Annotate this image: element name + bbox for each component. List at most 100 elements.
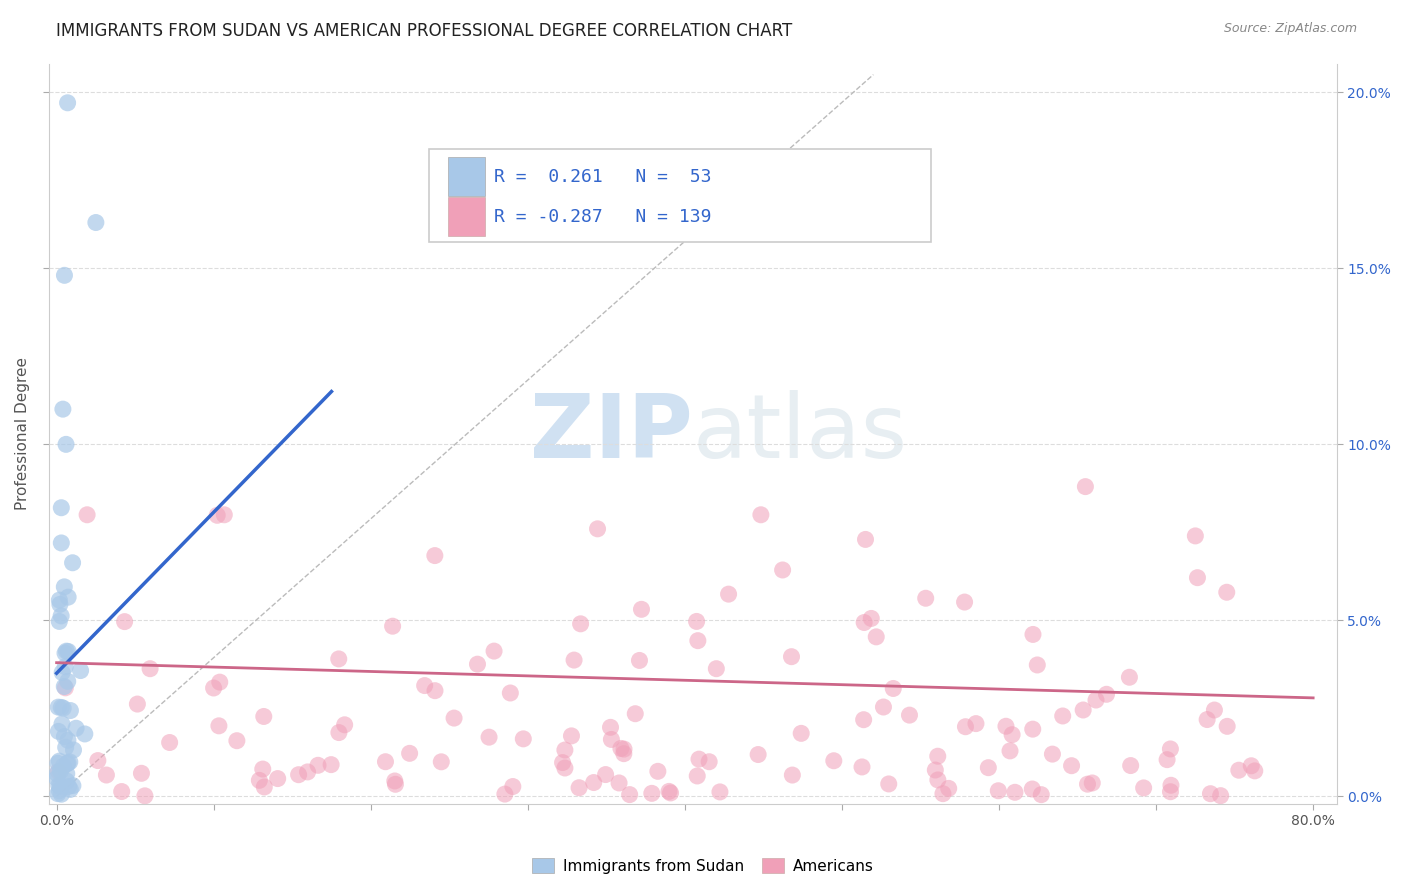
Point bbox=[685, 615, 707, 629]
Point bbox=[48, 593, 70, 607]
Point bbox=[56, 95, 79, 110]
Point bbox=[287, 767, 309, 781]
Point bbox=[998, 744, 1021, 758]
Point bbox=[610, 741, 633, 756]
Point bbox=[709, 785, 731, 799]
Point bbox=[790, 726, 813, 740]
Point bbox=[413, 679, 436, 693]
Point bbox=[955, 720, 977, 734]
Point bbox=[1199, 787, 1222, 801]
Point bbox=[56, 590, 79, 604]
Point bbox=[111, 784, 134, 798]
Point bbox=[927, 749, 949, 764]
Point bbox=[1022, 627, 1045, 641]
Point bbox=[932, 787, 955, 801]
Point bbox=[76, 508, 98, 522]
Point bbox=[202, 681, 225, 695]
Point bbox=[58, 644, 80, 658]
Point bbox=[49, 779, 72, 793]
Point bbox=[374, 755, 396, 769]
Point bbox=[69, 664, 91, 678]
Point bbox=[780, 649, 803, 664]
Point bbox=[53, 646, 76, 660]
Point bbox=[852, 713, 875, 727]
Point bbox=[56, 733, 79, 747]
Point bbox=[512, 731, 534, 746]
Point bbox=[127, 697, 149, 711]
Point bbox=[554, 743, 576, 757]
Point bbox=[159, 735, 181, 749]
Point bbox=[1160, 778, 1182, 792]
Point bbox=[423, 683, 446, 698]
Text: atlas: atlas bbox=[693, 391, 908, 477]
Point bbox=[1216, 719, 1239, 733]
Point bbox=[398, 747, 420, 761]
Text: R =  0.261   N =  53: R = 0.261 N = 53 bbox=[495, 168, 711, 186]
Point bbox=[865, 630, 887, 644]
Point bbox=[253, 709, 276, 723]
Legend: Immigrants from Sudan, Americans: Immigrants from Sudan, Americans bbox=[526, 852, 880, 880]
Point bbox=[749, 508, 772, 522]
Point bbox=[307, 758, 329, 772]
Point bbox=[938, 781, 960, 796]
Point bbox=[48, 615, 70, 629]
Point bbox=[1227, 763, 1250, 777]
Point bbox=[494, 787, 516, 801]
Point bbox=[59, 755, 82, 769]
Point bbox=[430, 755, 453, 769]
Point bbox=[62, 556, 84, 570]
Point bbox=[48, 724, 70, 739]
Point bbox=[914, 591, 936, 606]
Point bbox=[208, 675, 231, 690]
Point bbox=[52, 402, 75, 417]
Point bbox=[1085, 693, 1108, 707]
Point bbox=[658, 784, 681, 798]
Point bbox=[782, 768, 804, 782]
Point bbox=[55, 766, 77, 780]
Point bbox=[53, 580, 76, 594]
Point bbox=[1118, 670, 1140, 684]
Point bbox=[987, 783, 1010, 797]
Point bbox=[1074, 480, 1097, 494]
Point bbox=[1197, 713, 1219, 727]
Point bbox=[586, 522, 609, 536]
Point bbox=[56, 674, 79, 689]
Point bbox=[628, 653, 651, 667]
Point bbox=[554, 761, 576, 775]
Point bbox=[207, 508, 229, 523]
Point bbox=[49, 764, 72, 779]
Point bbox=[53, 659, 76, 673]
Point bbox=[851, 760, 873, 774]
Point bbox=[624, 706, 647, 721]
Point bbox=[51, 500, 73, 515]
Point bbox=[994, 719, 1017, 733]
Point bbox=[1004, 785, 1026, 799]
Point bbox=[697, 755, 720, 769]
Point bbox=[208, 719, 231, 733]
Point bbox=[73, 727, 96, 741]
Point bbox=[953, 595, 976, 609]
Point bbox=[266, 772, 288, 786]
Point bbox=[551, 756, 574, 770]
Point bbox=[46, 756, 69, 771]
Point bbox=[1156, 753, 1178, 767]
Point bbox=[62, 779, 84, 793]
Point bbox=[1001, 728, 1024, 742]
Point bbox=[48, 778, 70, 792]
Point bbox=[48, 754, 70, 768]
Y-axis label: Professional Degree: Professional Degree bbox=[15, 358, 30, 510]
Point bbox=[499, 686, 522, 700]
Point bbox=[747, 747, 769, 762]
Point bbox=[568, 780, 591, 795]
Point bbox=[51, 717, 73, 731]
Point bbox=[872, 700, 894, 714]
Point bbox=[381, 619, 404, 633]
Point bbox=[582, 775, 605, 789]
Point bbox=[595, 767, 617, 781]
Point bbox=[297, 764, 319, 779]
Text: IMMIGRANTS FROM SUDAN VS AMERICAN PROFESSIONAL DEGREE CORRELATION CHART: IMMIGRANTS FROM SUDAN VS AMERICAN PROFES… bbox=[56, 22, 793, 40]
Point bbox=[977, 761, 1000, 775]
Point bbox=[1071, 703, 1094, 717]
Point bbox=[65, 721, 87, 735]
Point bbox=[1076, 777, 1098, 791]
